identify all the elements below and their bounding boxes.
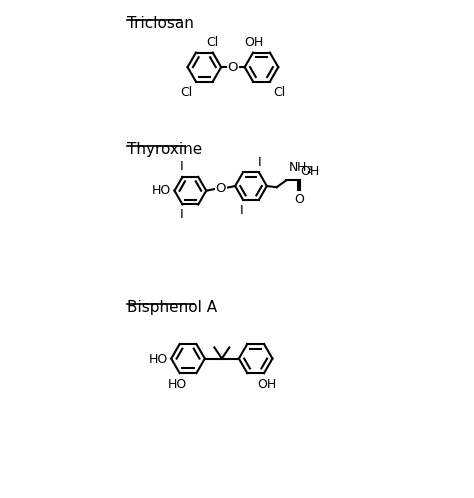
Text: I: I <box>179 160 183 173</box>
Text: OH: OH <box>245 36 264 49</box>
Text: I: I <box>240 204 244 217</box>
Text: HO: HO <box>152 184 171 197</box>
Text: Thyroxine: Thyroxine <box>128 142 203 157</box>
Text: O: O <box>294 193 304 206</box>
Text: HO: HO <box>168 378 187 391</box>
Text: OH: OH <box>300 165 319 178</box>
Text: I: I <box>258 156 262 169</box>
Text: Cl: Cl <box>180 86 192 99</box>
Text: HO: HO <box>149 353 168 366</box>
Text: OH: OH <box>257 378 276 391</box>
Text: Triclosan: Triclosan <box>128 16 194 31</box>
Text: Cl: Cl <box>273 86 286 99</box>
Text: NH$_2$: NH$_2$ <box>288 161 313 176</box>
Text: O: O <box>215 182 226 195</box>
Text: I: I <box>179 208 183 221</box>
Text: O: O <box>228 61 238 74</box>
Text: Bisphenol A: Bisphenol A <box>128 300 218 315</box>
Text: Cl: Cl <box>207 36 219 49</box>
